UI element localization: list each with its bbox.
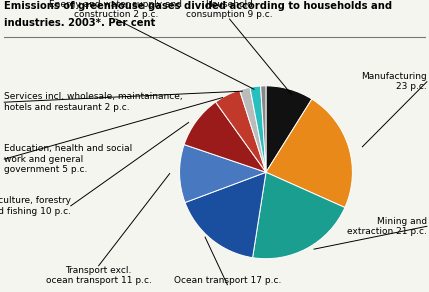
Text: Energy and water supply and
construction 2 p.c.: Energy and water supply and construction… — [49, 0, 182, 19]
Text: Ocean transport 17 p.c.: Ocean transport 17 p.c. — [174, 276, 281, 285]
Wedge shape — [250, 86, 266, 172]
Wedge shape — [266, 99, 352, 208]
Wedge shape — [216, 90, 266, 172]
Text: Manufacturing
23 p.c.: Manufacturing 23 p.c. — [361, 72, 427, 91]
Wedge shape — [184, 102, 266, 172]
Wedge shape — [239, 87, 266, 172]
Wedge shape — [185, 172, 266, 258]
Text: Transport excl.
ocean transport 11 p.c.: Transport excl. ocean transport 11 p.c. — [46, 266, 151, 285]
Text: Emissions of greenhouse gases divided according to households and: Emissions of greenhouse gases divided ac… — [4, 1, 393, 11]
Text: Mining and
extraction 21 p.c.: Mining and extraction 21 p.c. — [347, 217, 427, 236]
Wedge shape — [180, 145, 266, 203]
Text: Education, health and social
work and general
government 5 p.c.: Education, health and social work and ge… — [4, 144, 133, 174]
Wedge shape — [253, 172, 345, 259]
Text: Household
consumption 9 p.c.: Household consumption 9 p.c. — [186, 0, 273, 19]
Text: industries. 2003*. Per cent: industries. 2003*. Per cent — [4, 18, 156, 27]
Wedge shape — [266, 86, 312, 172]
Text: Agriculture, forestry
and fishing 10 p.c.: Agriculture, forestry and fishing 10 p.c… — [0, 196, 71, 215]
Wedge shape — [260, 86, 266, 172]
Text: Services incl. wholesale, maintainance,
hotels and restaurant 2 p.c.: Services incl. wholesale, maintainance, … — [4, 93, 183, 112]
